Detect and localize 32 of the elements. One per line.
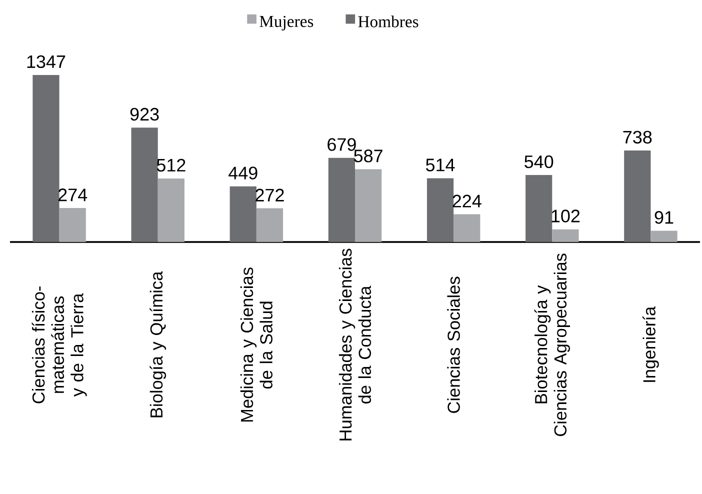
x-tick-label: Ingeniería (642, 306, 659, 382)
x-tick-label: Humanidades y Ciencias de la Conducta (338, 248, 372, 440)
x-tick-label: Biología y Química (150, 271, 166, 418)
data-label: 449 (228, 166, 258, 180)
bar (526, 175, 552, 242)
data-label: 923 (130, 108, 159, 121)
bar (131, 128, 158, 242)
x-tick-label: Ciencias físico-matemáticas y de la Tierra (32, 286, 87, 404)
bar (32, 75, 60, 242)
bar (650, 230, 678, 242)
bar (158, 178, 184, 242)
bar (355, 169, 382, 242)
bar (426, 178, 454, 242)
x-tick-label: Biotecnología y Ciencias Agropecuarias (534, 254, 570, 436)
data-label: 91 (654, 211, 674, 224)
x-tick-label: Medicina y Ciencias de la Salud (240, 268, 272, 422)
data-label: 679 (328, 138, 356, 151)
data-label: 587 (354, 150, 382, 162)
bar (256, 208, 284, 242)
data-label: 1347 (27, 55, 66, 68)
data-label: 738 (623, 130, 652, 144)
bar (59, 208, 86, 242)
bar (230, 186, 256, 242)
x-tick-label: Ciencias Sociales (447, 276, 460, 413)
legend-label: Hombres (358, 16, 418, 28)
bar (552, 229, 579, 242)
bar (624, 150, 651, 242)
data-label: 514 (426, 158, 455, 172)
bar (454, 214, 480, 242)
data-label: 540 (524, 155, 554, 168)
bar (328, 158, 355, 242)
legend-label: Mujeres (260, 16, 314, 30)
